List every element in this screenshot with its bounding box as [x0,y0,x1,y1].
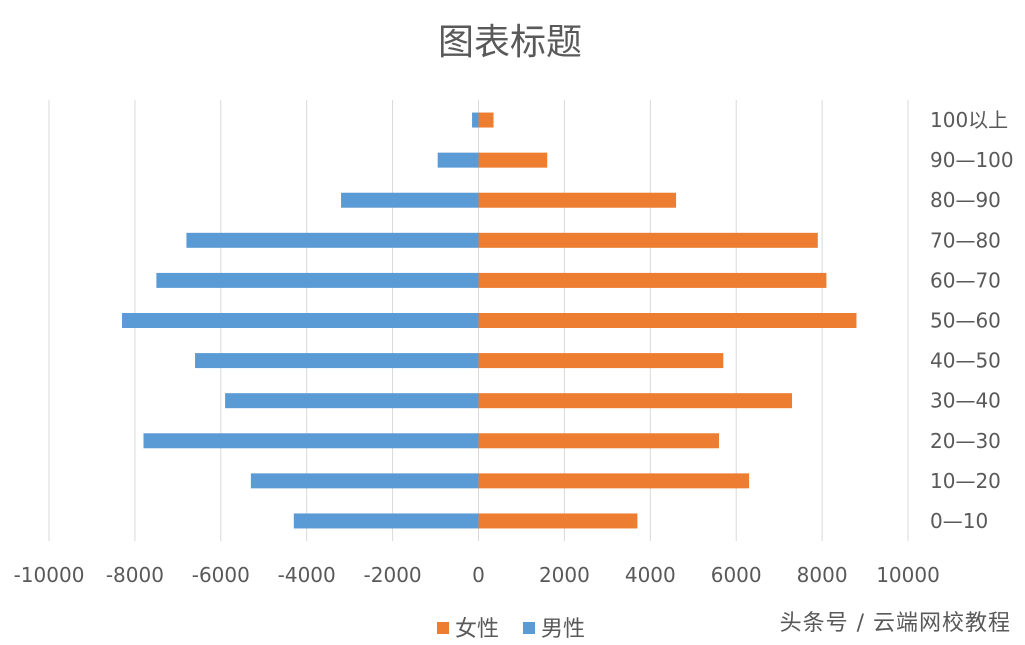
category-label: 40—50 [930,349,1001,373]
bar-series-0-7 [478,232,818,248]
bar-series-1-2 [143,433,479,449]
legend-label: 男性 [541,617,585,642]
category-labels: 0—10 10—20 20—30 30—40 40—50 50—60 60—70 70—80 8… [930,108,1014,533]
bar-series-1-5 [122,313,479,328]
category-label: 90—100 [930,148,1014,172]
legend: 女性 男性 [437,617,585,642]
bar-series-0-6 [478,272,827,288]
category-label: 60—70 [930,268,1001,292]
category-label: 0—10 [930,509,988,533]
bar-series-0-5 [478,313,857,328]
category-label: 70—80 [930,228,1001,252]
category-label: 80—90 [930,188,1001,212]
bar-series-1-1 [250,473,479,489]
x-tick-label: -10000 [14,563,85,587]
category-label: 10—20 [930,469,1001,493]
bar-series-1-6 [156,272,479,288]
category-label: 20—30 [930,429,1001,453]
x-tick-label: -8000 [106,563,164,587]
chart-title: 图表标题 [438,22,582,63]
bar-series-1-9 [437,152,479,168]
category-label: 50—60 [930,309,1001,333]
bar-series-1-8 [341,192,479,208]
legend-label: 女性 [455,617,499,642]
bar-series-0-1 [478,473,750,489]
bar-series-0-2 [478,433,720,449]
watermark: 头条号 / 云端网校教程 [779,611,1011,636]
x-tick-labels: -10000 -8000 -6000 -4000 -2000 0 2000 4000 6000 8… [14,563,940,587]
bar-series-1-0 [293,513,479,529]
bar-series-0-9 [478,152,548,168]
bar-series-0-10 [478,112,494,128]
bar-series-1-3 [225,393,479,409]
x-tick-label: 10000 [876,563,940,587]
bar-series-1-7 [186,232,479,248]
legend-swatch [523,622,535,634]
category-label: 30—40 [930,389,1001,413]
bar-series-0-0 [478,513,638,529]
x-tick-label: 8000 [797,563,848,587]
bar-series-1-4 [195,353,479,369]
x-tick-label: 2000 [539,563,590,587]
x-tick-label: 0 [472,563,485,587]
bar-series-1-10 [472,112,479,128]
x-tick-label: -2000 [364,563,422,587]
bar-series-0-4 [478,353,724,369]
bar-series-0-3 [478,393,793,409]
legend-swatch [437,622,449,634]
bars [122,112,857,529]
bar-series-0-8 [478,192,677,208]
x-tick-label: -6000 [192,563,250,587]
x-tick-label: 6000 [711,563,762,587]
x-tick-label: 4000 [625,563,676,587]
x-tick-label: -4000 [278,563,336,587]
category-label: 100以上 [930,108,1008,132]
